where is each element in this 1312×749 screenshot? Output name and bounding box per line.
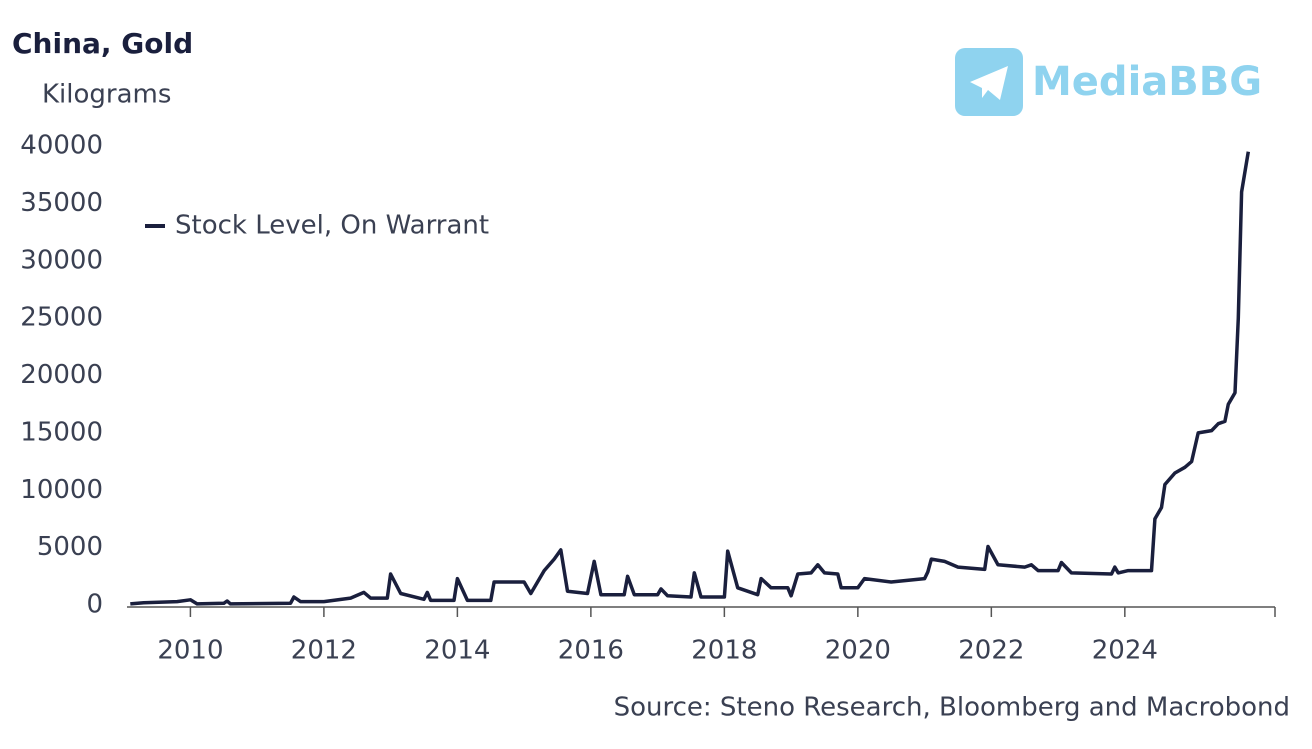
x-tick-label: 2024 xyxy=(1092,636,1158,666)
y-tick-label: 20000 xyxy=(20,360,103,390)
y-tick-label: 0 xyxy=(86,590,103,620)
y-tick-label: 5000 xyxy=(37,532,103,562)
legend-label: Stock Level, On Warrant xyxy=(175,211,489,241)
data-line xyxy=(130,151,1251,606)
x-tick-label: 2012 xyxy=(291,636,357,666)
watermark: MediaBBG xyxy=(1032,59,1262,105)
y-tick-label: 40000 xyxy=(20,131,103,161)
x-tick-label: 2010 xyxy=(157,636,223,666)
y-tick-label: 25000 xyxy=(20,303,103,333)
x-tick-label: 2018 xyxy=(691,636,757,666)
source-note: Source: Steno Research, Bloomberg and Ma… xyxy=(614,693,1290,723)
x-tick-label: 2020 xyxy=(825,636,891,666)
y-tick-label: 35000 xyxy=(20,188,103,218)
y-tick-label: 15000 xyxy=(20,417,103,447)
x-tick-label: 2016 xyxy=(558,636,624,666)
y-tick-label: 10000 xyxy=(20,475,103,505)
y-tick-label: 30000 xyxy=(20,245,103,275)
x-tick-label: 2022 xyxy=(958,636,1024,666)
chart-title: China, Gold xyxy=(12,27,193,60)
watermark-glyph xyxy=(970,66,1008,100)
chart-subtitle: Kilograms xyxy=(42,80,171,110)
x-tick-label: 2014 xyxy=(424,636,490,666)
